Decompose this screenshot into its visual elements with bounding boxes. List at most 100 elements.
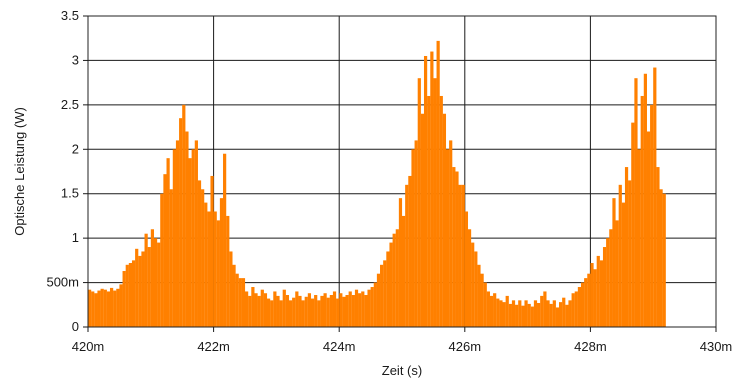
data-bar	[499, 300, 503, 327]
data-bar	[210, 175, 214, 327]
data-bar	[580, 282, 585, 327]
data-bar	[540, 295, 544, 327]
data-bar	[602, 247, 607, 327]
data-bar	[266, 298, 271, 327]
data-bar	[141, 251, 145, 327]
data-bar	[175, 140, 180, 327]
data-bar	[386, 251, 390, 327]
data-bar	[643, 73, 647, 327]
data-bar	[587, 273, 591, 327]
data-bar	[593, 269, 597, 327]
data-bar	[188, 158, 192, 327]
data-bar	[157, 242, 161, 327]
data-bar	[574, 291, 578, 327]
data-bar	[113, 290, 117, 327]
data-bar	[483, 282, 487, 327]
data-bar	[533, 300, 538, 327]
data-bar	[163, 174, 167, 327]
data-bar	[254, 293, 258, 327]
data-bar	[336, 298, 340, 327]
data-bar	[423, 55, 428, 328]
data-bar	[314, 295, 318, 327]
data-bar	[100, 288, 104, 327]
data-bar	[201, 189, 205, 327]
data-bar	[307, 293, 312, 327]
data-bar	[389, 242, 393, 327]
x-tick-label: 424m	[323, 339, 356, 354]
data-bar	[235, 273, 239, 327]
data-bar	[345, 295, 349, 327]
data-bar	[288, 300, 293, 327]
data-bar	[144, 233, 148, 327]
data-bar	[521, 305, 525, 327]
data-bar	[530, 306, 534, 327]
x-axis-label: Zeit (s)	[382, 363, 422, 378]
data-bar	[474, 251, 478, 327]
data-bar	[599, 260, 604, 327]
data-bar	[477, 264, 481, 327]
data-bar	[103, 289, 107, 327]
data-bar	[449, 140, 453, 327]
data-bar	[332, 291, 337, 327]
y-tick-label: 0	[72, 319, 79, 334]
data-bar	[417, 78, 421, 327]
data-bar	[204, 202, 208, 327]
x-axis-ticks: 420m 422m 424m 426m 428m 430m	[72, 327, 733, 354]
data-bar	[245, 291, 249, 327]
data-bar	[650, 104, 654, 327]
data-bar	[430, 51, 434, 327]
data-bar	[251, 287, 255, 327]
data-bar	[182, 104, 186, 327]
data-bar	[191, 149, 195, 327]
data-bar	[88, 289, 92, 327]
data-bar	[395, 229, 399, 327]
data-bar	[549, 303, 553, 327]
data-bar	[392, 233, 396, 327]
data-bar	[505, 295, 509, 327]
data-bar	[628, 180, 632, 327]
data-bar	[219, 198, 224, 327]
data-bar	[292, 297, 296, 327]
data-bar	[310, 298, 315, 327]
data-bar	[489, 295, 494, 327]
data-bar	[656, 167, 660, 327]
data-bar	[646, 131, 651, 327]
data-bar	[131, 260, 136, 327]
data-bar	[527, 303, 531, 327]
data-bar	[436, 40, 440, 327]
data-bar	[562, 297, 566, 327]
data-bar	[320, 295, 324, 327]
y-axis-ticks: 0 500m 1 1.5 2 2.5 3 3.5	[46, 8, 88, 334]
data-bar	[138, 255, 142, 327]
x-tick-label: 430m	[700, 339, 733, 354]
data-bar	[351, 295, 355, 327]
y-tick-label: 3	[72, 52, 79, 67]
data-bar	[584, 278, 588, 327]
data-bar	[559, 302, 563, 327]
data-bar	[263, 293, 268, 327]
data-bar	[97, 290, 101, 327]
x-tick-label: 422m	[197, 339, 230, 354]
data-bar	[596, 255, 600, 327]
data-bar	[109, 287, 114, 327]
y-tick-label: 1	[72, 230, 79, 245]
data-bar	[442, 113, 447, 328]
data-bar	[106, 291, 111, 327]
data-bar	[640, 95, 644, 327]
data-bar	[618, 184, 622, 327]
data-bar	[439, 95, 443, 327]
data-bar	[226, 215, 230, 327]
data-bar	[232, 264, 236, 327]
data-bar	[471, 242, 475, 327]
data-bar	[229, 251, 233, 327]
data-bar	[571, 293, 575, 327]
data-bar	[197, 180, 202, 327]
data-bar	[612, 198, 616, 327]
data-bar	[361, 291, 365, 327]
data-bar	[624, 167, 629, 327]
data-bar	[376, 273, 381, 327]
data-bar	[150, 229, 155, 327]
data-bar	[373, 282, 377, 327]
data-bar	[207, 211, 211, 327]
